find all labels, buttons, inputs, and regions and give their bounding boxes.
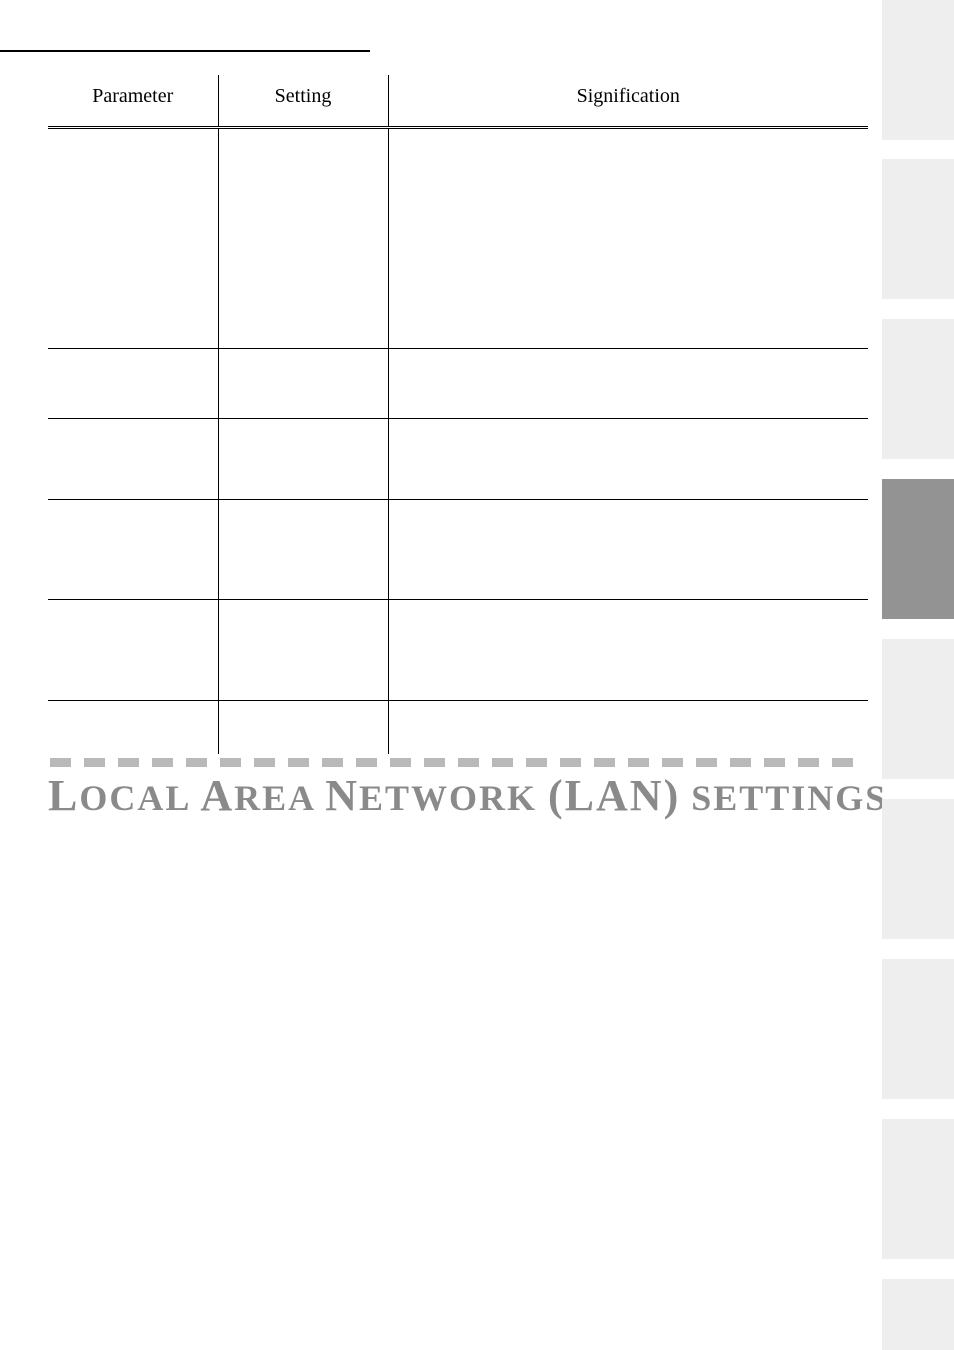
dash-segment (322, 758, 343, 767)
dash-segment (730, 758, 751, 767)
table-row (48, 128, 868, 348)
dash-segment (560, 758, 581, 767)
side-tab (882, 959, 954, 1099)
section-heading-lan-settings: LOCAL AREA NETWORK (LAN) SETTINGS (48, 770, 868, 821)
table-row (48, 348, 868, 418)
dash-segment (50, 758, 71, 767)
dash-segment (764, 758, 785, 767)
header-signification: Signification (388, 75, 868, 126)
dash-segment (424, 758, 445, 767)
dash-segment (526, 758, 547, 767)
dash-segment (458, 758, 479, 767)
dash-segment (662, 758, 683, 767)
dash-segment (84, 758, 105, 767)
dash-segment (220, 758, 241, 767)
dash-segment (798, 758, 819, 767)
table-row (48, 600, 868, 700)
content-area: Parameter Setting Signification (48, 75, 868, 821)
side-tab (882, 1119, 954, 1259)
dash-segment (356, 758, 377, 767)
table-row (48, 700, 868, 754)
side-tab (882, 799, 954, 939)
table-header-row: Parameter Setting Signification (48, 75, 868, 126)
dash-segment (390, 758, 411, 767)
dashed-separator (48, 758, 868, 767)
side-tab (882, 159, 954, 299)
header-setting: Setting (218, 75, 388, 126)
side-tab-strip (882, 0, 954, 1350)
header-parameter: Parameter (48, 75, 218, 126)
dash-segment (492, 758, 513, 767)
side-tab (882, 0, 954, 140)
dash-segment (152, 758, 173, 767)
side-tab (882, 479, 954, 619)
dash-segment (594, 758, 615, 767)
table-row (48, 499, 868, 599)
dash-segment (254, 758, 275, 767)
table-body (48, 126, 868, 754)
dash-segment (832, 758, 853, 767)
side-tab (882, 319, 954, 459)
dash-segment (696, 758, 717, 767)
side-tab (882, 1279, 954, 1350)
dash-segment (288, 758, 309, 767)
dash-segment (186, 758, 207, 767)
document-page: Parameter Setting Signification (0, 0, 954, 1350)
side-tab (882, 639, 954, 779)
dash-segment (118, 758, 139, 767)
dash-segment (628, 758, 649, 767)
top-horizontal-rule (0, 50, 370, 52)
parameters-table: Parameter Setting Signification (48, 75, 868, 754)
table-row (48, 419, 868, 499)
